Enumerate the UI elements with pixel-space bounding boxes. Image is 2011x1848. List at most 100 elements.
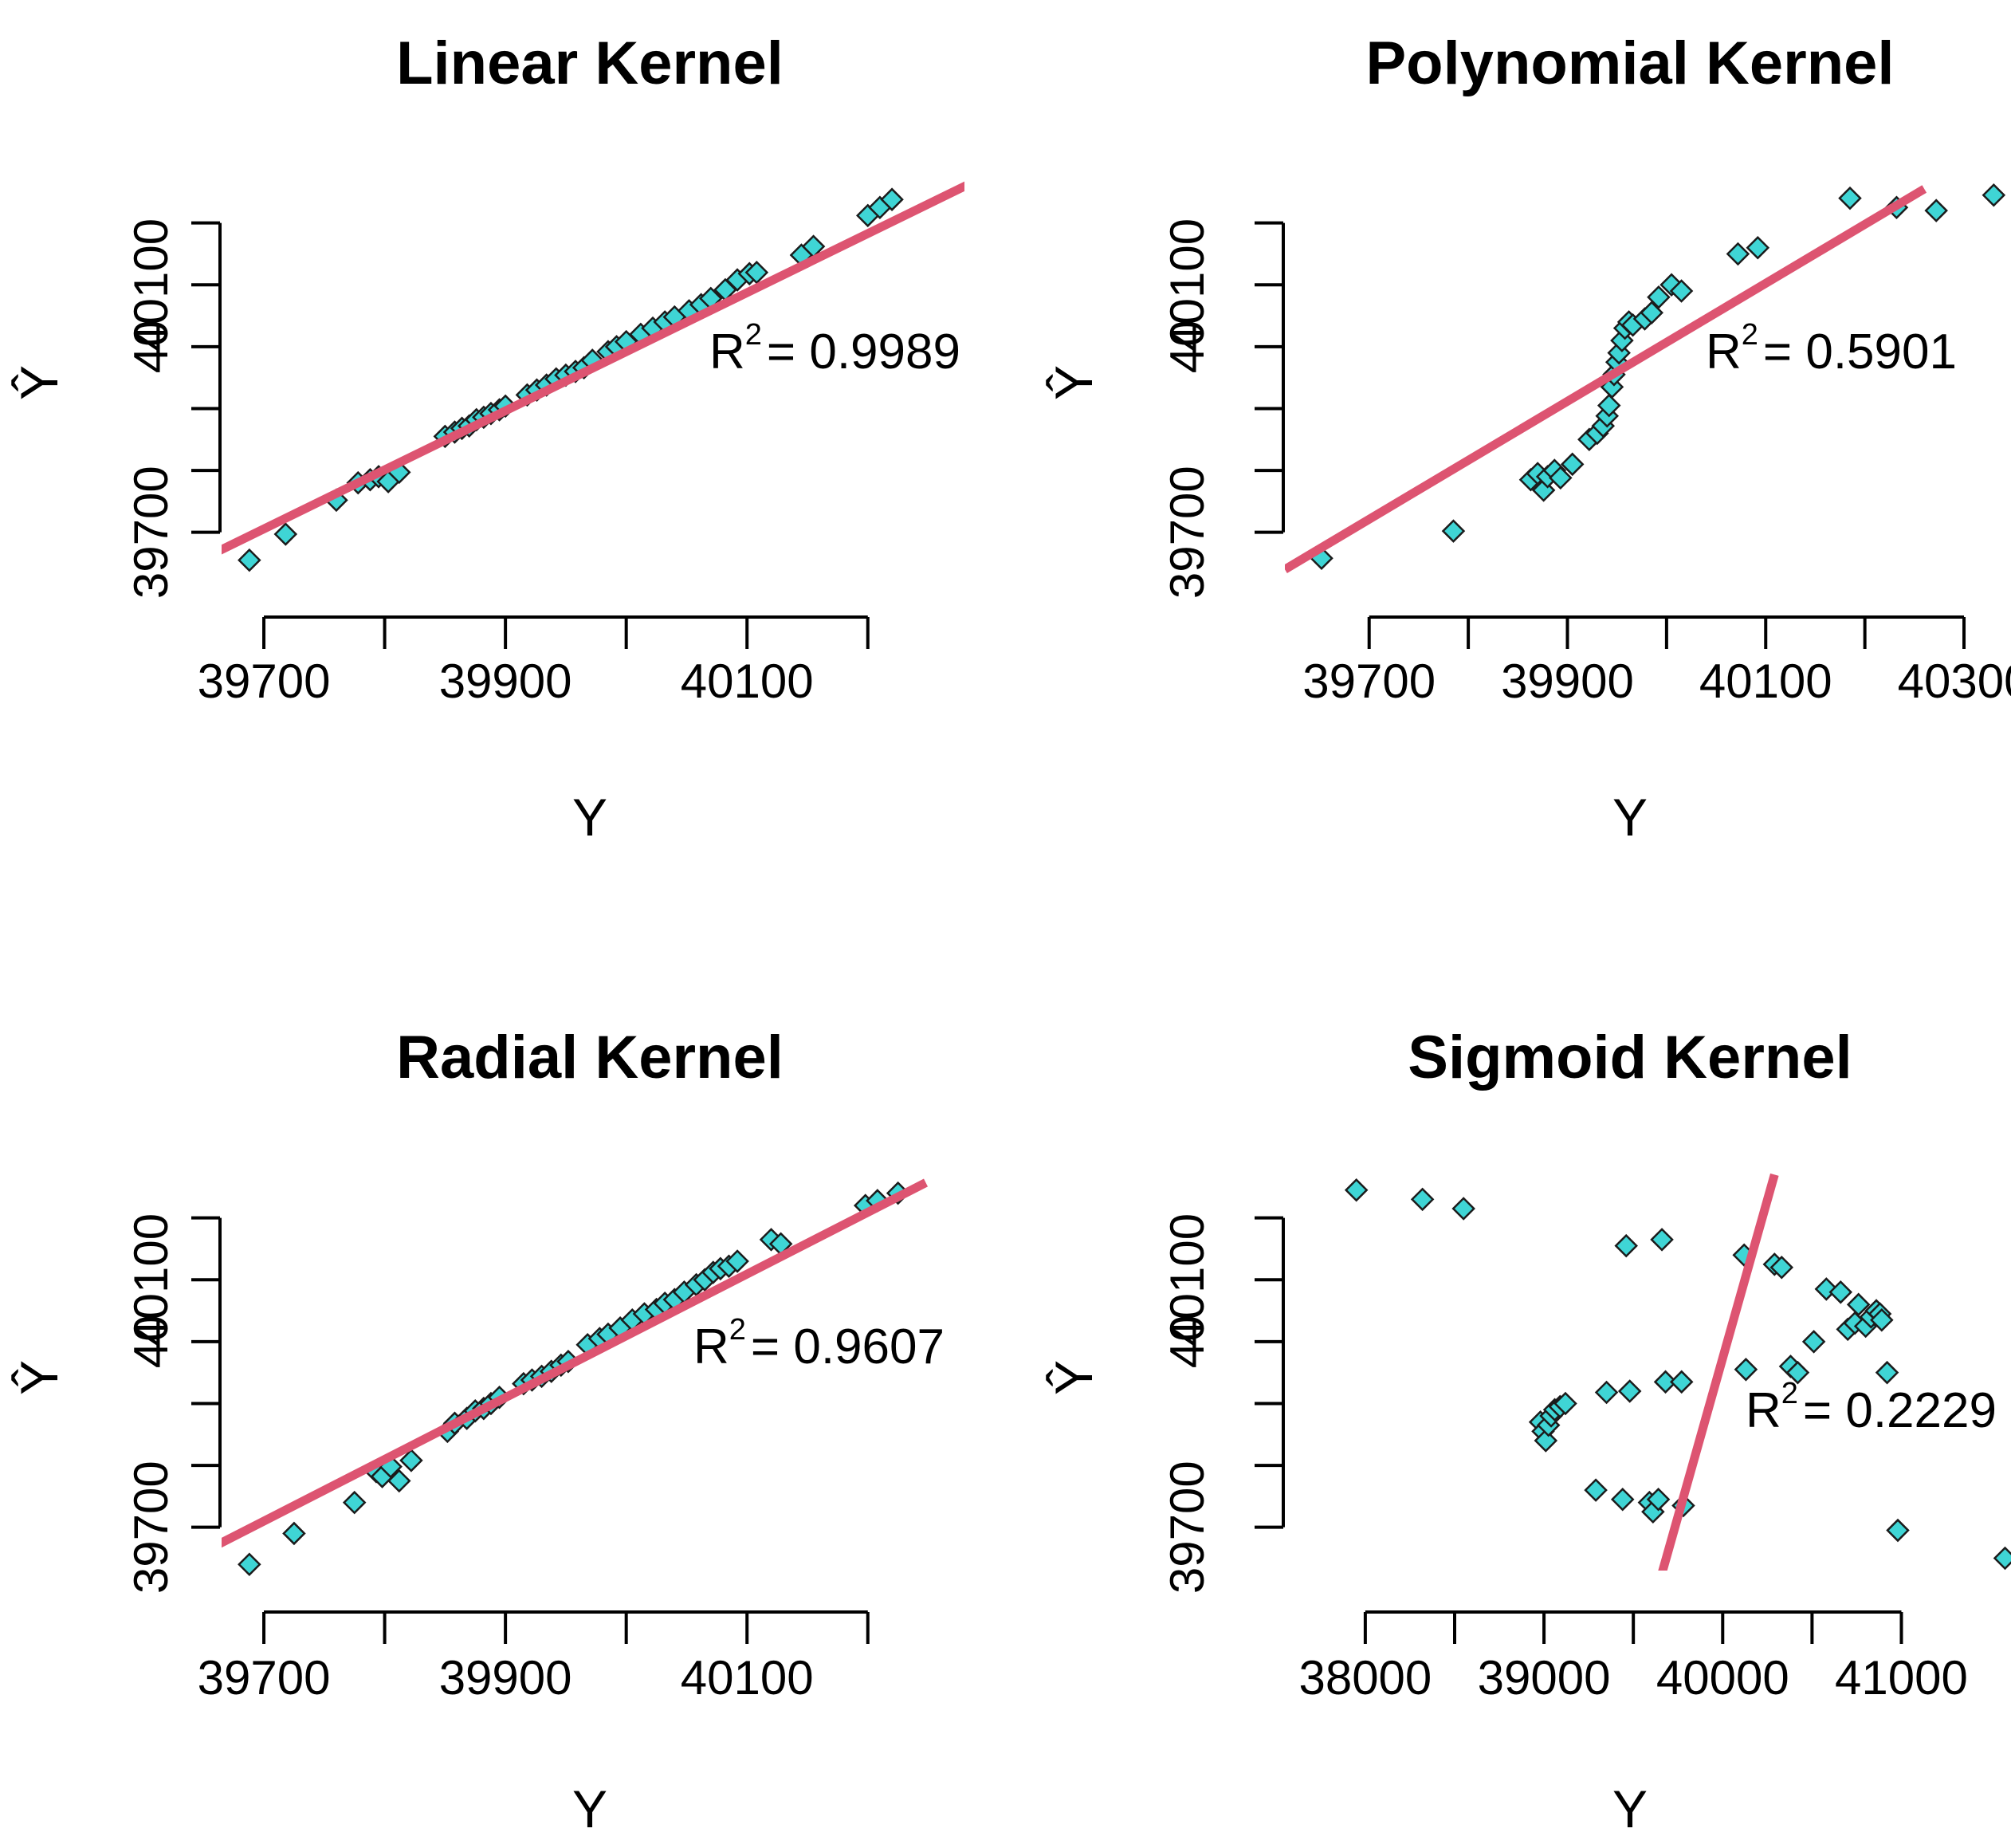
fit-line (1658, 1173, 1779, 1571)
data-point (1838, 186, 1862, 210)
data-point (342, 1490, 367, 1515)
data-points (1310, 183, 2006, 571)
y-tick-label: 39700 (1161, 1461, 1214, 1594)
y-tick-label: 40100 (124, 218, 178, 352)
x-tick-label: 40000 (1656, 1651, 1789, 1704)
r2-annotation: R2= 0.9989 (709, 318, 960, 379)
data-point (1814, 1277, 1839, 1301)
data-point (1846, 1292, 1871, 1317)
data-point (1653, 1370, 1678, 1394)
x-tick-label: 39700 (198, 655, 331, 708)
x-tick-label: 39900 (439, 655, 572, 708)
data-points (1344, 1178, 2011, 1571)
x-axis-label: Y (572, 788, 607, 847)
data-point (1746, 235, 1770, 260)
r2-value: = 0.9607 (751, 1319, 945, 1374)
y-tick-label: 39700 (124, 466, 178, 599)
data-point (1549, 466, 1573, 490)
data-point (1828, 1280, 1853, 1304)
x-tick-label: 40100 (681, 655, 814, 708)
data-point (1726, 242, 1750, 266)
x-axis-label: Y (1612, 788, 1648, 847)
data-point (1614, 1233, 1638, 1258)
x-tick-label: 38000 (1298, 1651, 1432, 1704)
fit-line (222, 1178, 929, 1548)
chart-title: Radial Kernel (396, 1024, 784, 1091)
y-axis-label: Ŷ (1044, 1360, 1103, 1395)
x-tick-label: 39700 (198, 1651, 331, 1704)
r2-value: = 0.5901 (1763, 324, 1957, 379)
y-tick-label: 40100 (1161, 1213, 1214, 1347)
data-point (744, 260, 769, 285)
r2-symbol: R (1746, 1383, 1781, 1438)
data-point (1610, 1487, 1635, 1512)
data-point (1669, 1370, 1694, 1394)
chart-title: Linear Kernel (396, 29, 784, 97)
r2-value: = 0.2229 (1803, 1383, 1997, 1438)
x-tick-label: 39900 (1501, 655, 1634, 708)
data-point (725, 1249, 749, 1273)
x-tick-label: 40100 (681, 1651, 814, 1704)
data-point (1646, 1487, 1671, 1512)
x-tick-label: 39900 (439, 1651, 572, 1704)
data-point (387, 1469, 411, 1493)
x-tick-label: 40100 (1699, 655, 1832, 708)
chart-panel-2: Polynomial Kernel 39700 39900 40100 40300 397… (1044, 29, 2011, 847)
data-point (1640, 301, 1663, 324)
data-point (1769, 1255, 1794, 1280)
y-tick-label: 40100 (124, 1213, 178, 1347)
r2-superscript: 2 (745, 318, 762, 352)
y-axis-label: Ŷ (10, 1360, 69, 1395)
data-point (238, 1552, 261, 1577)
r2-superscript: 2 (1781, 1377, 1798, 1410)
data-point (1785, 1360, 1810, 1385)
r2-symbol: R (693, 1319, 729, 1374)
data-point (1553, 1391, 1577, 1416)
r2-superscript: 2 (729, 1313, 746, 1347)
data-point (238, 548, 261, 572)
chart-title: Polynomial Kernel (1365, 29, 1894, 97)
x-tick-label: 39700 (1302, 655, 1436, 708)
data-point (1647, 285, 1671, 309)
y-tick-label: 40 (1161, 320, 1214, 374)
data-point (1595, 404, 1620, 428)
data-point (1534, 1429, 1558, 1453)
data-point (880, 187, 904, 211)
y-tick-label: 40 (124, 1315, 178, 1369)
data-point (1597, 393, 1621, 418)
chart-panel-4: Sigmoid Kernel 38000 39000 40000 41000 39700 4… (1044, 1024, 2011, 1838)
r2-symbol: R (1706, 324, 1742, 379)
y-tick-label: 40 (124, 320, 178, 374)
data-point (1584, 1478, 1608, 1502)
data-point (1886, 1518, 1910, 1543)
fit-line (222, 181, 964, 555)
data-point (1875, 1360, 1899, 1385)
data-point (1870, 1307, 1894, 1332)
chart-title: Sigmoid Kernel (1408, 1024, 1852, 1091)
y-axis-label: Ŷ (1044, 365, 1103, 400)
r2-annotation: R2= 0.2229 (1746, 1377, 1997, 1438)
data-point (282, 1521, 306, 1546)
r2-superscript: 2 (1742, 318, 1758, 352)
y-tick-label: 40100 (1161, 218, 1214, 352)
x-tick-label: 40300 (1898, 655, 2011, 708)
data-point (1441, 519, 1466, 543)
y-tick-label: 39700 (1161, 466, 1214, 599)
data-point (1669, 279, 1694, 303)
data-point (1617, 1379, 1642, 1403)
y-tick-label: 39700 (124, 1461, 178, 1594)
data-point (1734, 1358, 1758, 1382)
data-point (1344, 1178, 1369, 1202)
data-point (1924, 199, 1948, 222)
data-point (273, 522, 298, 546)
x-tick-label: 41000 (1835, 1651, 1968, 1704)
data-point (1594, 1380, 1619, 1405)
r2-symbol: R (709, 324, 745, 379)
y-axis-label: Ŷ (10, 365, 69, 400)
data-point (1659, 273, 1683, 297)
data-point (1993, 1546, 2011, 1571)
data-point (1560, 452, 1585, 477)
